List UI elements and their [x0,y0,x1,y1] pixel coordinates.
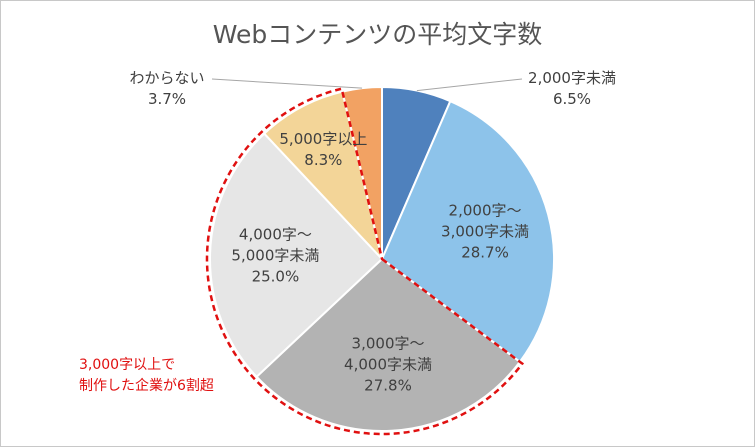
chart-title: Webコンテンツの平均文字数 [212,20,543,49]
highlight-outline [205,87,525,436]
slice-label: 2,000字未満 6.5% [528,68,616,110]
pie-slice [255,257,522,432]
pie-slice [262,90,384,263]
slice-value: 3.7% [147,90,187,108]
pie-slice [380,99,555,364]
slice-category: 2,000字未満 [528,69,616,87]
slice-category: 5,000字以上 [279,129,368,148]
slice-category: わからない [129,69,205,87]
slice-label: 2,000字～ 3,000字未満 28.7% [441,200,529,263]
slice-category: 2,000字～ 3,000字未満 [441,201,530,240]
slice-category: 3,000字～ 4,000字未満 [344,334,432,374]
annotation: 3,000字以上で 制作した企業が6割超 [79,357,214,394]
slice-value: 6.5% [552,90,592,108]
slice-category: 4,000字～ 5,000字未満 [231,225,320,265]
pie-slice [209,132,384,379]
leader-line [416,78,523,92]
leader-line [211,78,363,89]
slice-value: 28.7% [461,243,509,261]
slice-value: 27.8% [364,376,412,395]
slice-label: 5,000字以上 8.3% [279,129,367,171]
slice-label: わからない 3.7% [129,68,204,110]
slice-value: 25.0% [251,267,300,286]
slice-label: 3,000字～ 4,000字未満 27.8% [344,334,432,397]
slice-value: 8.3% [304,150,343,169]
slice-label: 4,000字～ 5,000字未満 25.0% [231,224,319,287]
